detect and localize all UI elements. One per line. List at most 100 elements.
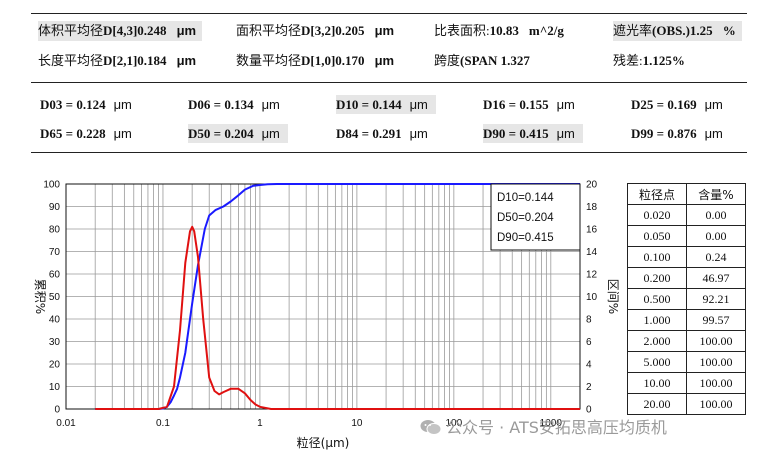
stat-label: 残差: [613,53,643,68]
dvalue-unit: μm [409,126,428,141]
dvalue-unit: μm [556,126,575,141]
size-cell: 0.100 [627,246,687,268]
x-axis-label: 粒径(μm) [297,435,350,450]
x-tick-label: 1000 [540,418,563,429]
size-cell: 2.000 [627,330,687,352]
dvalue-d50: D50 = 0.204 μm [188,124,288,143]
stat-row1-2: 比表面积:10.83 m^2/g [434,21,564,41]
y-left-tick-label: 70 [49,247,61,258]
dvalue-unit: μm [113,126,132,141]
stat-row2-2: 跨度(SPAN 1.327 [434,51,530,71]
y-left-tick-label: 0 [54,405,60,416]
dvalue-equals: = [358,126,373,141]
y-left-tick-label: 40 [49,315,61,326]
table-row: 1.000 99.57 [627,309,746,331]
y-right-tick-label: 18 [586,202,598,213]
wechat-icon [420,420,442,435]
content-cell: 100.00 [686,351,746,373]
watermark: 公众号 · ATS安拓思高压均质机 [420,414,667,438]
table-row: 2.000 100.00 [627,330,746,352]
size-content-table: 粒径点 含量% 0.020 0.00 0.050 0.00 0.100 0.24 0.200… [627,183,746,415]
dvalue-name: D10 [336,97,359,112]
dvalue-equals: = [358,97,373,112]
dvalue-number: 0.291 [372,126,402,141]
interval-curve [95,225,580,410]
stat-label: 数量平均径 [236,53,302,68]
y-right-tick-label: 0 [586,405,592,416]
stat-value: 1.125% [642,53,685,68]
dvalue-number: 0.415 [519,126,549,141]
dvalue-unit: μm [704,126,723,141]
dvalue-d99: D99 = 0.876 μm [631,124,723,143]
dvalue-unit: μm [113,97,132,112]
dvalue-d03: D03 = 0.124 μm [40,95,132,114]
x-tick-label: 1 [257,418,263,429]
annotation-box [490,183,581,251]
table-row: 0.020 0.00 [627,204,746,226]
content-cell: 99.57 [686,309,746,331]
stat-row1-0: 体积平均径D[4,3]0.248 μm [38,21,203,41]
dvalue-number: 0.876 [667,126,697,141]
dvalue-name: D06 [188,97,211,112]
y-right-tick-label: 4 [586,360,592,371]
y-left-tick-label: 10 [49,382,61,393]
dvalue-unit: μm [409,97,428,112]
content-cell: 100.00 [686,372,746,394]
y-right-tick-label: 2 [586,382,592,393]
content-cell: 92.21 [686,288,746,310]
dvalue-unit: μm [261,126,280,141]
content-cell: 46.97 [686,267,746,289]
stat-value: 10.83 [489,23,519,38]
dvalue-d65: D65 = 0.228 μm [40,124,132,143]
stat-row2-0: 长度平均径D[2,1]0.184 μm [38,51,196,71]
y-left-tick-label: 20 [49,360,61,371]
dvalue-name: D99 [631,126,654,141]
x-tick-label: 0.01 [56,418,76,429]
dvalue-equals: = [653,97,668,112]
stat-unit: m^2/g [528,23,564,38]
y-right-tick-label: 6 [586,337,592,348]
dvalue-equals: = [62,97,77,112]
dvalue-unit: μm [556,97,575,112]
size-cell: 20.00 [627,393,687,415]
watermark-text: 公众号 · ATS安拓思高压均质机 [446,418,667,437]
dvalue-name: D84 [336,126,359,141]
table-header-row: 粒径点 含量% [627,183,746,205]
dvalue-name: D90 [483,126,506,141]
dvalue-d90: D90 = 0.415 μm [483,124,583,143]
dvalue-unit: μm [261,97,280,112]
dvalue-d84: D84 = 0.291 μm [336,124,428,143]
size-cell: 0.050 [627,225,687,247]
dvalue-equals: = [210,126,225,141]
y-right-tick-label: 8 [586,315,592,326]
x-tick-label: 0.1 [156,418,170,429]
annotation-line: D90=0.415 [497,232,554,244]
stat-label: 跨度 [434,53,461,68]
stat-unit: μm [176,23,197,38]
dvalue-equals: = [210,97,225,112]
stat-value: D[4,3]0.248 [103,23,167,38]
x-tick-label: 10 [351,418,363,429]
content-cell: 0.00 [686,225,746,247]
dvalue-d10: D10 = 0.144 μm [336,95,436,114]
table-row: 5.000 100.00 [627,351,746,373]
y-right-tick-label: 12 [586,270,598,281]
size-cell: 0.500 [627,288,687,310]
stat-row2-1: 数量平均径D[1,0]0.170 μm [236,51,394,71]
stat-value: (SPAN 1.327 [460,53,530,68]
y-right-axis-label: 区间% [606,279,620,314]
dvalue-d16: D16 = 0.155 μm [483,95,575,114]
dvalue-number: 0.169 [667,97,697,112]
table-row: 10.00 100.00 [627,372,746,394]
dvalue-name: D25 [631,97,654,112]
size-cell: 0.200 [627,267,687,289]
dvalue-equals: = [62,126,77,141]
table-row: 0.200 46.97 [627,267,746,289]
stat-unit: μm [374,53,395,68]
stat-value: (OBS.)1.25 [652,23,713,38]
dvalue-d25: D25 = 0.169 μm [631,95,723,114]
annotation-line: D10=0.144 [497,192,554,204]
dvalue-number: 0.134 [224,97,254,112]
top-rule [31,13,747,14]
y-right-tick-label: 10 [586,292,598,303]
